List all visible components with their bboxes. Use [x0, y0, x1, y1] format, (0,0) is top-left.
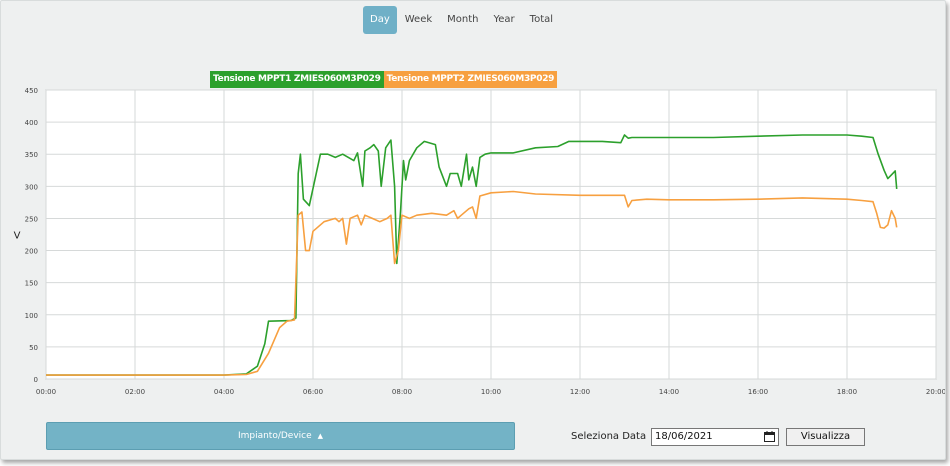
- y-tick-label: 100: [25, 312, 38, 320]
- x-tick-label: 16:00: [748, 388, 768, 396]
- tab-month[interactable]: Month: [447, 14, 479, 25]
- y-tick-label: 150: [25, 280, 38, 288]
- legend-item-mppt1[interactable]: Tensione MPPT1 ZMIES060M3P029: [210, 71, 384, 88]
- tab-week[interactable]: Week: [404, 14, 433, 25]
- y-tick-label: 200: [25, 248, 38, 256]
- y-tick-label: 0: [34, 376, 38, 384]
- x-tick-label: 06:00: [303, 388, 323, 396]
- period-tabs: Day Week Month Year Total: [363, 6, 561, 34]
- x-tick-label: 02:00: [125, 388, 145, 396]
- device-button-label: Impianto/Device: [237, 431, 312, 441]
- date-value: 18/06/2021: [655, 431, 713, 442]
- y-axis-label: V: [14, 231, 21, 242]
- calendar-icon[interactable]: [764, 431, 775, 442]
- y-tick-label: 50: [29, 344, 38, 352]
- tab-total[interactable]: Total: [529, 14, 554, 25]
- y-tick-label: 400: [25, 119, 38, 127]
- legend-item-mppt2[interactable]: Tensione MPPT2 ZMIES060M3P029: [383, 71, 558, 88]
- y-tick-label: 250: [25, 215, 38, 223]
- date-label: Seleziona Data: [571, 431, 647, 442]
- series-line-mppt1: [46, 134, 898, 376]
- caret-up-icon: ▲: [317, 432, 324, 440]
- x-tick-label: 20:00: [926, 388, 945, 396]
- x-tick-label: 00:00: [36, 388, 56, 396]
- voltage-chart: 0 50 100 150 200 250 300 350 400 450 00:00 02:00 04:…: [14, 87, 945, 396]
- x-tick-label: 08:00: [392, 388, 412, 396]
- view-button[interactable]: Visualizza: [786, 428, 865, 446]
- x-tick-label: 12:00: [570, 388, 590, 396]
- chart-legend: Tensione MPPT1 ZMIES060M3P029 Tensione M…: [210, 71, 558, 88]
- tab-day[interactable]: Day: [363, 6, 397, 34]
- x-tick-label: 04:00: [214, 388, 234, 396]
- date-input[interactable]: 18/06/2021: [651, 428, 779, 446]
- y-tick-label: 450: [25, 87, 38, 95]
- x-tick-label: 18:00: [837, 388, 857, 396]
- y-tick-label: 300: [25, 183, 38, 191]
- tab-year[interactable]: Year: [493, 14, 515, 25]
- series-line-mppt2: [46, 190, 898, 376]
- device-selector-button[interactable]: Impianto/Device ▲: [46, 422, 515, 450]
- x-tick-label: 10:00: [481, 388, 501, 396]
- y-tick-label: 350: [25, 151, 38, 159]
- x-tick-label: 14:00: [659, 388, 679, 396]
